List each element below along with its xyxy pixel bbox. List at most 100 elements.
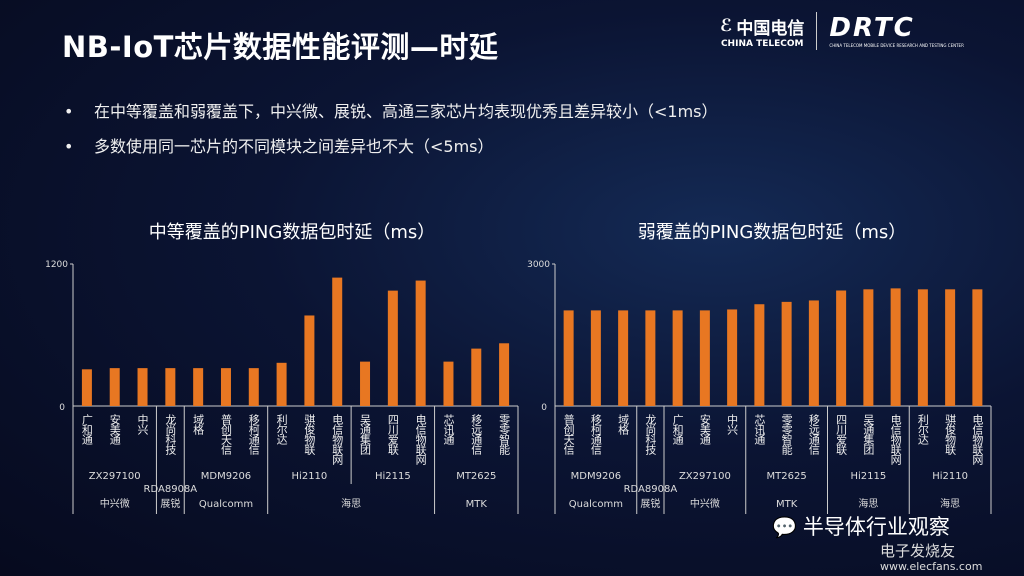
chip-label: RDA8908A	[144, 484, 198, 495]
y-tick-label: 0	[541, 403, 547, 413]
chip-label: Hi2115	[851, 471, 887, 482]
category-label: 广和通	[80, 414, 93, 445]
china-telecom-en: CHINA TELECOM	[720, 38, 804, 49]
vendor-label: MTK	[776, 499, 798, 510]
elecfans-url: www.elecfans.com	[880, 560, 983, 573]
vendor-label: MTK	[466, 499, 488, 510]
category-label: 吴通集团	[359, 414, 372, 456]
bar	[387, 290, 398, 406]
category-label: 广和通	[671, 414, 684, 445]
bullet-list: 在中等覆盖和弱覆盖下，中兴微、展锐、高通三家芯片均表现优秀且差异较小（<1ms）…	[64, 94, 718, 164]
bar	[618, 310, 629, 406]
bar	[672, 310, 683, 406]
chip-label: ZX297100	[679, 471, 731, 482]
elecfans-watermark: 电子发烧友 www.elecfans.com	[880, 542, 982, 574]
y-tick-label: 1200	[45, 260, 68, 270]
category-label: 四川爱联	[835, 414, 848, 456]
category-label: 电信物联网	[971, 414, 984, 466]
category-label: 电信物联网	[331, 414, 344, 466]
bar	[890, 288, 901, 406]
category-label: 零零智能	[498, 414, 511, 456]
category-label: 移远通信	[807, 414, 820, 456]
category-label: 利尔达	[275, 414, 288, 445]
bar	[499, 343, 510, 406]
category-label: 普创天信	[219, 413, 232, 456]
bar	[972, 289, 983, 406]
bullet-item: 在中等覆盖和弱覆盖下，中兴微、展锐、高通三家芯片均表现优秀且差异较小（<1ms）	[64, 94, 718, 129]
bar	[836, 290, 847, 406]
bar	[781, 301, 792, 406]
vendor-label: 海思	[858, 497, 878, 510]
chip-label: RDA8908A	[624, 484, 678, 495]
bar	[563, 310, 574, 406]
bar	[917, 289, 928, 406]
chip-label: MDM9206	[201, 471, 251, 482]
category-label: 中兴	[726, 414, 739, 435]
drtc-text: DRTC	[829, 13, 915, 43]
bar	[415, 280, 426, 406]
chart-title-weak: 弱覆盖的PING数据包时延（ms）	[637, 222, 907, 243]
category-label: 吴通集团	[862, 414, 875, 456]
chip-label: Hi2115	[375, 471, 411, 482]
vendor-label: Qualcomm	[199, 499, 253, 510]
wechat-icon: 💬	[772, 515, 797, 539]
category-label: 安美通	[108, 413, 121, 445]
china-telecom-cn: 中国电信	[736, 18, 805, 39]
bar	[360, 361, 371, 406]
bullet-item: 多数使用同一芯片的不同模块之间差异也不大（<5ms）	[64, 129, 718, 164]
category-label: 域格	[192, 414, 205, 436]
category-label: 中兴	[136, 414, 149, 435]
bar	[863, 289, 874, 406]
category-label: 域格	[617, 414, 630, 436]
y-tick-label: 0	[59, 403, 65, 413]
y-tick-label: 3000	[527, 260, 550, 270]
category-label: 利尔达	[916, 414, 929, 445]
wechat-account: 半导体行业观察	[802, 515, 950, 539]
bar	[443, 361, 454, 406]
bar	[248, 368, 259, 406]
china-telecom-logo: ℰ 中国电信 CHINA TELECOM	[720, 14, 804, 49]
category-label: 龙尚科技	[164, 414, 177, 456]
bar	[81, 369, 92, 406]
category-label: 电信物联网	[889, 414, 902, 466]
bar	[471, 348, 482, 406]
drtc-subtitle: CHINA TELECOM MOBILE DEVICE RESEARCH AND…	[829, 43, 964, 48]
category-label: 移远通信	[470, 414, 483, 456]
logo-divider	[816, 12, 818, 50]
category-label: 骐俊物联	[303, 414, 316, 456]
bar	[165, 368, 176, 406]
bar	[945, 289, 956, 406]
bar	[109, 368, 120, 406]
chip-label: MT2625	[456, 471, 496, 482]
bar	[193, 368, 204, 406]
bar	[220, 368, 231, 406]
category-label: 零零智能	[780, 414, 793, 456]
category-label: 电信物联网	[414, 414, 427, 466]
bar	[699, 310, 710, 406]
bar	[727, 309, 738, 406]
vendor-label: 海思	[940, 497, 960, 510]
page-title: NB-IoT芯片数据性能评测—时延	[62, 30, 499, 64]
bar	[590, 310, 601, 406]
chip-label: MDM9206	[571, 471, 621, 482]
china-telecom-icon: ℰ	[720, 16, 733, 36]
elecfans-name: 电子发烧友	[880, 542, 956, 560]
category-label: 芯讯通	[442, 413, 455, 445]
chip-label: Hi2110	[292, 471, 328, 482]
category-label: 移柯通信	[247, 414, 260, 456]
drtc-logo: DRTC CHINA TELECOM MOBILE DEVICE RESEARC…	[829, 13, 963, 49]
category-label: 龙尚科技	[644, 414, 657, 456]
bar	[645, 310, 656, 406]
logos: ℰ 中国电信 CHINA TELECOM DRTC CHINA TELECOM M…	[720, 12, 964, 50]
vendor-label: 中兴微	[100, 497, 130, 510]
bar	[304, 315, 315, 406]
bar	[332, 277, 343, 406]
vendor-label: Qualcomm	[569, 499, 623, 510]
vendor-label: 展锐	[160, 497, 180, 510]
vendor-label: 展锐	[640, 497, 660, 510]
category-label: 移柯通信	[589, 414, 602, 456]
vendor-label: 中兴微	[690, 497, 720, 510]
chip-label: ZX297100	[89, 471, 141, 482]
chip-label: Hi2110	[932, 471, 968, 482]
